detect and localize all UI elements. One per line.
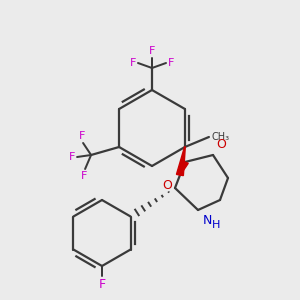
- Text: F: F: [98, 278, 106, 291]
- Text: O: O: [216, 138, 226, 151]
- Text: F: F: [81, 171, 87, 181]
- Text: F: F: [168, 58, 174, 68]
- Text: H: H: [212, 220, 220, 230]
- Text: N: N: [203, 214, 212, 227]
- Text: F: F: [149, 46, 155, 56]
- Text: F: F: [79, 131, 85, 141]
- Text: F: F: [130, 58, 136, 68]
- Text: CH₃: CH₃: [212, 132, 230, 142]
- Polygon shape: [176, 147, 185, 176]
- Polygon shape: [179, 161, 188, 175]
- Text: F: F: [69, 152, 75, 162]
- Text: O: O: [162, 179, 172, 192]
